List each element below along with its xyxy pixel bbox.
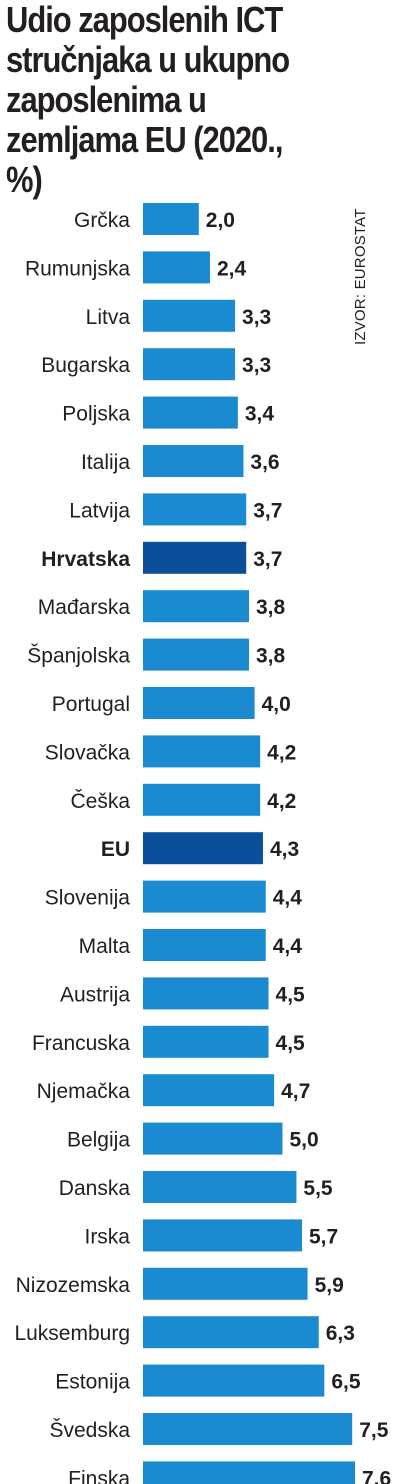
category-label: Austrija <box>60 983 130 1006</box>
value-label: 3,6 <box>250 451 279 474</box>
bar <box>143 638 249 671</box>
value-label: 2,4 <box>217 257 247 280</box>
category-label: Danska <box>59 1177 131 1200</box>
bar <box>143 203 199 235</box>
value-label: 6,3 <box>326 1322 355 1345</box>
category-label: Luksemburg <box>14 1322 130 1345</box>
value-label: 4,0 <box>262 693 291 716</box>
bar <box>143 1316 319 1349</box>
value-label: 5,5 <box>303 1177 333 1200</box>
value-label: 3,3 <box>242 306 271 329</box>
category-label: Njemačka <box>37 1080 131 1103</box>
category-label: Grčka <box>74 209 130 232</box>
value-label: 5,0 <box>289 1129 318 1152</box>
value-label: 3,3 <box>242 354 271 377</box>
bar <box>143 1074 275 1107</box>
value-label: 3,7 <box>253 548 282 571</box>
bar <box>143 1122 283 1155</box>
value-label: 4,7 <box>281 1080 310 1103</box>
category-label: Španjolska <box>27 645 130 668</box>
bar <box>143 1364 325 1397</box>
bar <box>143 445 244 477</box>
bar <box>143 735 261 768</box>
bar <box>143 1461 355 1484</box>
category-label: Nizozemska <box>16 1274 131 1297</box>
bar <box>143 396 238 429</box>
category-label: Poljska <box>62 403 130 426</box>
value-label: 4,2 <box>267 741 296 764</box>
category-label: Rumunjska <box>25 257 130 280</box>
value-label: 4,4 <box>273 935 303 958</box>
value-label: 2,0 <box>206 209 235 232</box>
bar <box>143 1219 302 1252</box>
category-label: Litva <box>86 306 131 329</box>
category-label: Slovenija <box>45 887 131 910</box>
category-label: Latvija <box>69 499 130 522</box>
value-label: 3,8 <box>256 645 286 668</box>
category-label: Irska <box>84 1225 130 1248</box>
bar <box>143 1025 269 1058</box>
bar <box>143 251 210 284</box>
bar <box>143 348 236 381</box>
category-label: Italija <box>81 451 130 474</box>
category-label: EU <box>101 838 130 861</box>
value-label: 4,5 <box>276 1032 306 1055</box>
category-label: Estonija <box>55 1371 130 1394</box>
bar <box>143 977 269 1010</box>
value-label: 7,5 <box>359 1419 389 1442</box>
category-label: Švedska <box>49 1419 130 1442</box>
chart-title: Udio zaposlenih ICT stručnjaka u ukupno … <box>6 0 290 200</box>
value-label: 7,6 <box>362 1467 391 1484</box>
bar <box>143 1267 308 1300</box>
bar-highlighted <box>143 541 247 574</box>
bar <box>143 783 261 816</box>
value-label: 6,5 <box>331 1371 361 1394</box>
category-label: Belgija <box>67 1129 130 1152</box>
bar <box>143 493 247 526</box>
bar <box>143 299 236 332</box>
category-label: Bugarska <box>41 354 130 377</box>
value-label: 5,9 <box>315 1274 344 1297</box>
category-label: Hrvatska <box>41 548 130 571</box>
value-label: 4,4 <box>273 887 303 910</box>
bar-highlighted <box>143 832 263 865</box>
bar <box>143 880 266 913</box>
category-label: Portugal <box>52 693 130 716</box>
value-label: 4,5 <box>276 983 306 1006</box>
value-label: 4,3 <box>270 838 299 861</box>
value-label: 5,7 <box>309 1225 338 1248</box>
value-label: 3,8 <box>256 596 286 619</box>
value-label: 4,2 <box>267 790 296 813</box>
value-label: 3,4 <box>245 403 275 426</box>
value-label: 3,7 <box>253 499 282 522</box>
category-label: Francuska <box>32 1032 130 1055</box>
category-label: Finska <box>68 1467 130 1484</box>
bar <box>143 1413 353 1445</box>
bar <box>143 929 266 961</box>
category-label: Češka <box>70 790 130 813</box>
bar <box>143 590 249 623</box>
category-label: Mađarska <box>38 596 131 619</box>
category-label: Slovačka <box>45 741 131 764</box>
category-label: Malta <box>79 935 131 958</box>
bar <box>143 687 255 719</box>
bar <box>143 1171 297 1203</box>
